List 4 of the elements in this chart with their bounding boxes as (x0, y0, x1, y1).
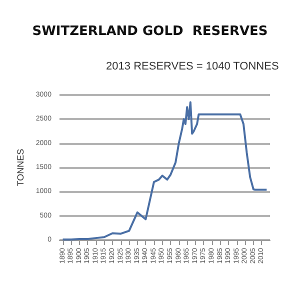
y-axis-title: TONNES (16, 148, 26, 186)
chart-title: SWITZERLAND GOLD RESERVES (32, 24, 268, 39)
line-series (62, 101, 268, 241)
chart-subtitle: 2013 RESERVES = 1040 TONNES (106, 60, 279, 72)
